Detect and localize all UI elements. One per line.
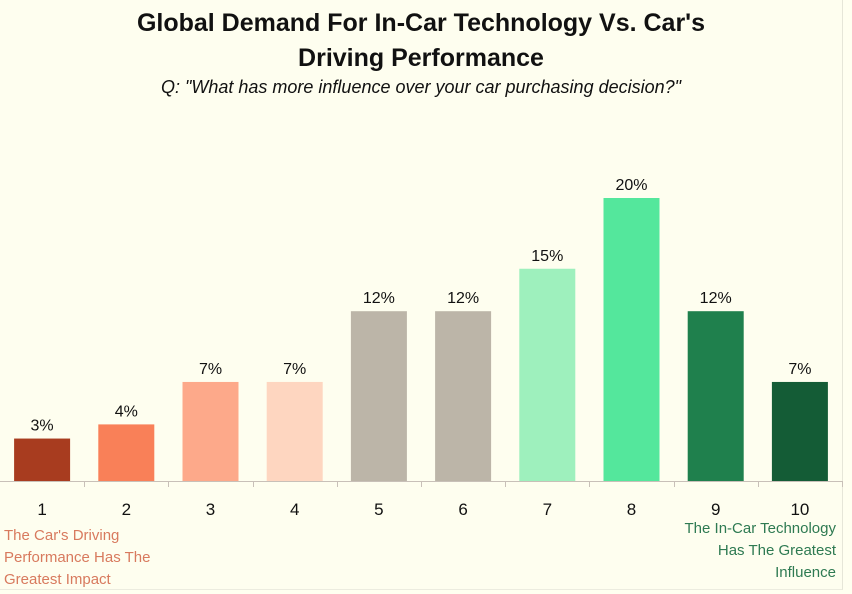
x-tick-label: 1 [37,500,46,519]
annotation-left-line: Performance Has The [4,549,151,566]
data-label: 12% [700,290,732,307]
annotation-right-line: The In-Car Technology [684,520,836,537]
data-label: 3% [31,418,54,435]
chart-title-line2: Driving Performance [298,44,544,72]
bar-10 [771,381,828,481]
x-tick-label: 8 [627,500,636,519]
bar-6 [435,311,492,481]
data-label: 15% [531,248,563,265]
bar-5 [350,311,407,481]
bar-8 [603,198,660,481]
chart-title-line1: Global Demand For In-Car Technology Vs. … [136,9,706,37]
bar-7 [519,268,576,481]
bar-3 [182,381,239,481]
x-tick-label: 6 [458,500,467,519]
data-label: 7% [283,361,306,378]
bar-9 [687,311,744,481]
annotation-left: The Car's Driving Performance Has The Gr… [4,525,150,591]
annotation-left-line: Greatest Impact [4,571,111,588]
x-tick-label: 9 [711,500,720,519]
bar-2 [98,424,155,481]
chart-subtitle: Q: "What has more influence over your ca… [160,77,682,97]
x-tick-label: 3 [206,500,215,519]
data-label: 12% [447,290,479,307]
data-label: 4% [115,403,138,420]
x-tick-label: 4 [290,500,299,519]
data-label: 12% [363,290,395,307]
data-label: 7% [199,361,222,378]
x-tick-label: 2 [122,500,131,519]
annotation-right-line: Influence [775,564,836,581]
bar-1 [14,438,71,481]
x-tick-label: 7 [543,500,552,519]
annotation-left-line: The Car's Driving [4,527,120,544]
annotation-right: The In-Car Technology Has The Greatest I… [685,518,836,584]
bar-4 [266,381,323,481]
annotation-right-line: Has The Greatest [717,542,836,559]
x-tick-label: 10 [790,500,809,519]
data-label: 20% [615,177,647,194]
x-tick-label: 5 [374,500,383,519]
data-label: 7% [788,361,811,378]
